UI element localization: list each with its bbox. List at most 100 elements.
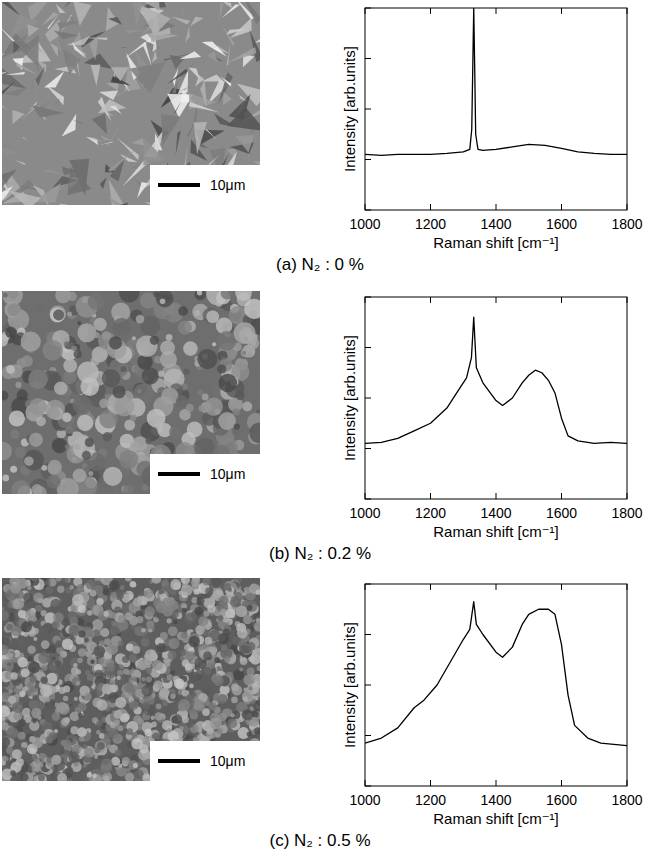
grain bbox=[142, 702, 150, 710]
grain bbox=[79, 736, 85, 742]
grain bbox=[208, 702, 217, 711]
grain bbox=[47, 474, 61, 488]
facet bbox=[222, 2, 232, 8]
facet bbox=[137, 3, 171, 35]
grain bbox=[217, 331, 237, 351]
grain bbox=[206, 310, 219, 323]
grain bbox=[88, 471, 93, 476]
grain bbox=[37, 303, 44, 310]
facet bbox=[143, 137, 165, 166]
grain bbox=[9, 615, 15, 621]
grain bbox=[48, 407, 60, 419]
grain bbox=[202, 394, 209, 401]
grain bbox=[252, 711, 259, 718]
y-axis-title: Intensity [arb.units] bbox=[341, 335, 358, 461]
grain bbox=[242, 709, 253, 720]
grain bbox=[8, 291, 19, 299]
grain bbox=[152, 660, 163, 671]
grain bbox=[99, 640, 105, 646]
grain bbox=[8, 689, 13, 694]
grain bbox=[71, 606, 77, 612]
grain bbox=[31, 484, 42, 494]
grain bbox=[15, 382, 21, 388]
plot-frame bbox=[365, 297, 627, 499]
grain bbox=[242, 402, 252, 412]
grain bbox=[120, 585, 125, 590]
grain bbox=[29, 398, 46, 415]
grain bbox=[221, 291, 233, 300]
grain bbox=[28, 661, 40, 673]
grain bbox=[242, 351, 247, 356]
facet bbox=[223, 92, 232, 106]
grain bbox=[73, 469, 87, 483]
facet bbox=[111, 67, 129, 81]
grain bbox=[67, 311, 72, 316]
facet bbox=[59, 89, 89, 98]
facet bbox=[121, 47, 129, 49]
grain bbox=[9, 609, 14, 614]
scale-bar-label: 10μm bbox=[210, 466, 245, 482]
grain bbox=[88, 294, 104, 310]
grain bbox=[179, 726, 183, 730]
grain bbox=[241, 349, 249, 357]
grain bbox=[249, 583, 260, 594]
grain bbox=[180, 649, 187, 656]
grain bbox=[94, 318, 107, 331]
grain bbox=[63, 359, 77, 373]
grain bbox=[10, 770, 16, 776]
grain bbox=[247, 731, 252, 736]
grain bbox=[189, 684, 194, 689]
facet bbox=[91, 65, 101, 87]
facet bbox=[90, 35, 99, 61]
grain bbox=[144, 711, 148, 715]
grain bbox=[31, 708, 41, 718]
grain bbox=[90, 590, 97, 597]
facet bbox=[214, 113, 238, 127]
grain bbox=[99, 399, 109, 409]
chart: 10001200140016001800Raman shift [cm⁻¹]In… bbox=[341, 8, 643, 251]
facet bbox=[124, 83, 131, 92]
grain bbox=[219, 374, 238, 393]
grain bbox=[42, 708, 52, 718]
grain bbox=[194, 589, 200, 595]
grain bbox=[2, 442, 12, 460]
x-tick bbox=[430, 493, 431, 499]
grain bbox=[64, 341, 70, 347]
grain bbox=[78, 713, 83, 718]
grain bbox=[73, 395, 92, 414]
facet bbox=[16, 62, 39, 75]
grain bbox=[123, 668, 129, 674]
grain bbox=[212, 342, 216, 346]
x-tick-top bbox=[430, 297, 431, 303]
grain bbox=[132, 646, 140, 654]
grain bbox=[137, 354, 152, 369]
grain bbox=[45, 580, 51, 586]
grain bbox=[50, 599, 61, 610]
grain bbox=[167, 618, 172, 623]
scale-bar bbox=[158, 183, 200, 187]
grain bbox=[145, 729, 152, 736]
grain bbox=[87, 610, 92, 615]
facet bbox=[58, 175, 64, 180]
facet bbox=[220, 2, 224, 20]
image-ground bbox=[2, 291, 260, 494]
grain bbox=[168, 693, 177, 702]
y-tick bbox=[365, 448, 371, 449]
facet bbox=[9, 190, 42, 205]
facet bbox=[200, 80, 207, 108]
facet bbox=[237, 84, 260, 108]
image-texture bbox=[2, 2, 260, 205]
grain bbox=[10, 466, 17, 473]
facet bbox=[236, 135, 255, 153]
grain bbox=[55, 640, 62, 647]
grain bbox=[28, 369, 48, 389]
grain bbox=[160, 299, 166, 305]
grain bbox=[119, 450, 138, 469]
x-tick-label: 1200 bbox=[415, 505, 446, 521]
grain bbox=[178, 306, 188, 316]
x-tick-label: 1000 bbox=[349, 216, 380, 232]
facet bbox=[221, 23, 235, 45]
facet bbox=[182, 7, 184, 14]
grain bbox=[52, 712, 61, 721]
plot-area bbox=[365, 8, 627, 155]
